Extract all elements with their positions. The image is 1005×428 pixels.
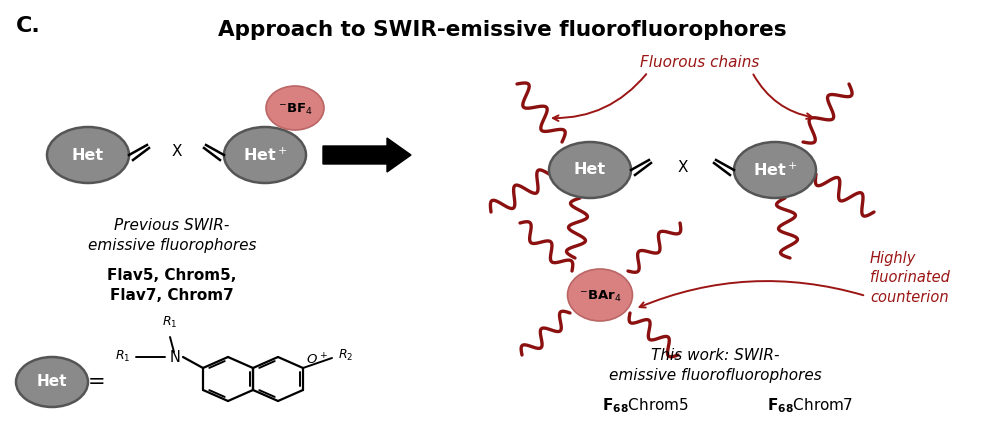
Ellipse shape bbox=[16, 357, 88, 407]
Ellipse shape bbox=[549, 142, 631, 198]
Text: Het: Het bbox=[37, 374, 67, 389]
Text: $R_1$: $R_1$ bbox=[162, 315, 178, 330]
Text: C.: C. bbox=[16, 16, 41, 36]
Ellipse shape bbox=[224, 127, 306, 183]
Ellipse shape bbox=[568, 269, 632, 321]
Text: $R_2$: $R_2$ bbox=[338, 348, 354, 363]
Text: Approach to SWIR-emissive fluorofluorophores: Approach to SWIR-emissive fluorofluoroph… bbox=[218, 20, 786, 40]
Text: Flav5, Chrom5,
Flav7, Chrom7: Flav5, Chrom5, Flav7, Chrom7 bbox=[108, 268, 237, 303]
Text: Highly
fluorinated
counterion: Highly fluorinated counterion bbox=[870, 251, 950, 305]
Text: X: X bbox=[171, 145, 182, 160]
Text: $R_1$: $R_1$ bbox=[115, 348, 130, 363]
Ellipse shape bbox=[734, 142, 816, 198]
Text: Fluorous chains: Fluorous chains bbox=[640, 54, 760, 69]
Text: $^{-}$BAr$_4$: $^{-}$BAr$_4$ bbox=[579, 288, 621, 303]
Text: Previous SWIR-
emissive fluorophores: Previous SWIR- emissive fluorophores bbox=[87, 218, 256, 253]
Text: N: N bbox=[170, 350, 181, 365]
Text: Het$^+$: Het$^+$ bbox=[243, 146, 287, 163]
FancyArrow shape bbox=[323, 138, 411, 172]
Text: $O^+$: $O^+$ bbox=[306, 352, 328, 368]
Text: Het: Het bbox=[72, 148, 105, 163]
Text: Het: Het bbox=[574, 163, 606, 178]
Text: Het$^+$: Het$^+$ bbox=[753, 161, 797, 178]
Text: $\mathbf{F_{68}}$Chrom7: $\mathbf{F_{68}}$Chrom7 bbox=[767, 396, 853, 415]
Text: This work: SWIR-
emissive fluorofluorophores: This work: SWIR- emissive fluorofluoroph… bbox=[609, 348, 821, 383]
Text: X: X bbox=[677, 160, 687, 175]
Text: $^{-}$BF$_4$: $^{-}$BF$_4$ bbox=[277, 101, 313, 116]
Ellipse shape bbox=[266, 86, 324, 130]
Text: $\mathbf{F_{68}}$Chrom5: $\mathbf{F_{68}}$Chrom5 bbox=[602, 396, 688, 415]
Ellipse shape bbox=[47, 127, 129, 183]
Text: =: = bbox=[88, 372, 106, 392]
